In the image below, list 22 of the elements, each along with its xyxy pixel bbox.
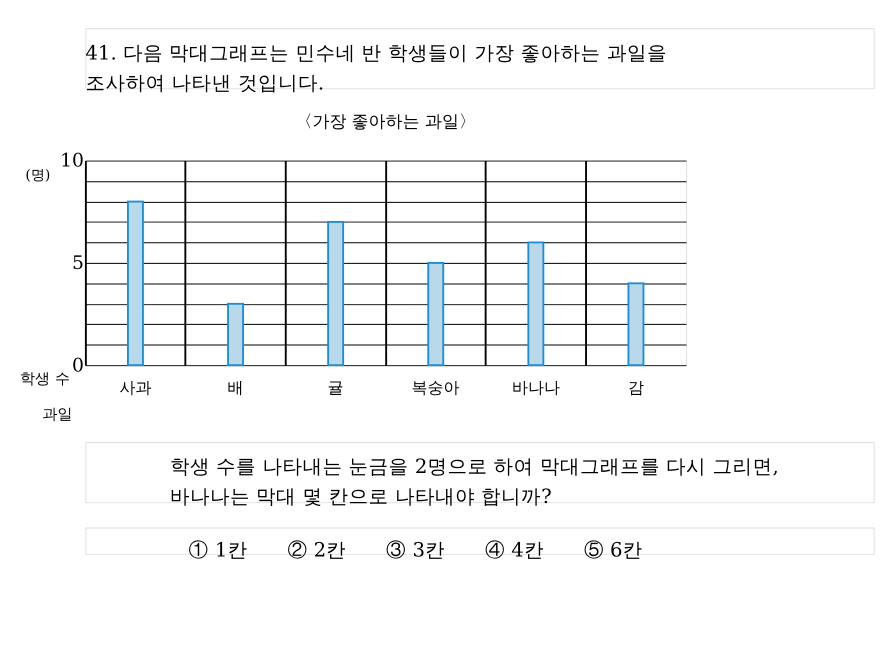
x-tick-label: 귤 bbox=[328, 378, 344, 397]
y-tick-label: 10 bbox=[60, 150, 84, 172]
text: ① 1칸 ② 2칸 ③ 3칸 ④ 4칸 ⑤ 6칸 bbox=[188, 538, 643, 562]
x-tick-label: 사과 bbox=[119, 378, 152, 397]
text: (명) bbox=[25, 167, 50, 184]
y-tick-label: 0 bbox=[72, 355, 84, 376]
text: 41. 다음 막대그래프는 민수네 반 학생들이 가장 좋아하는 과일을 조사하여 나타낸 것입니다. bbox=[85, 41, 667, 94]
x-tick-label: 감 bbox=[628, 378, 644, 397]
x-tick-label: 배 bbox=[228, 378, 244, 397]
y-axis-title: 학생 수 bbox=[20, 369, 70, 388]
x-tick-label: 바나나 bbox=[512, 378, 560, 397]
bar bbox=[227, 302, 244, 366]
text: 학생 수를 나타내는 눈금을 2명으로 하여 막대그래프를 다시 그리면, 바나나는 막대 몇 칸으로 나타내야 합니까? bbox=[170, 455, 779, 508]
bar bbox=[127, 200, 144, 366]
chart-title: 〈가장 좋아하는 과일〉 bbox=[295, 110, 476, 131]
bar bbox=[327, 221, 344, 366]
bar bbox=[627, 282, 644, 366]
x-axis-title: 과일 bbox=[42, 405, 73, 424]
bar bbox=[527, 242, 544, 366]
x-tick-label: 복숭아 bbox=[412, 378, 460, 397]
y-tick-label: 5 bbox=[72, 253, 84, 274]
bar bbox=[427, 262, 444, 366]
